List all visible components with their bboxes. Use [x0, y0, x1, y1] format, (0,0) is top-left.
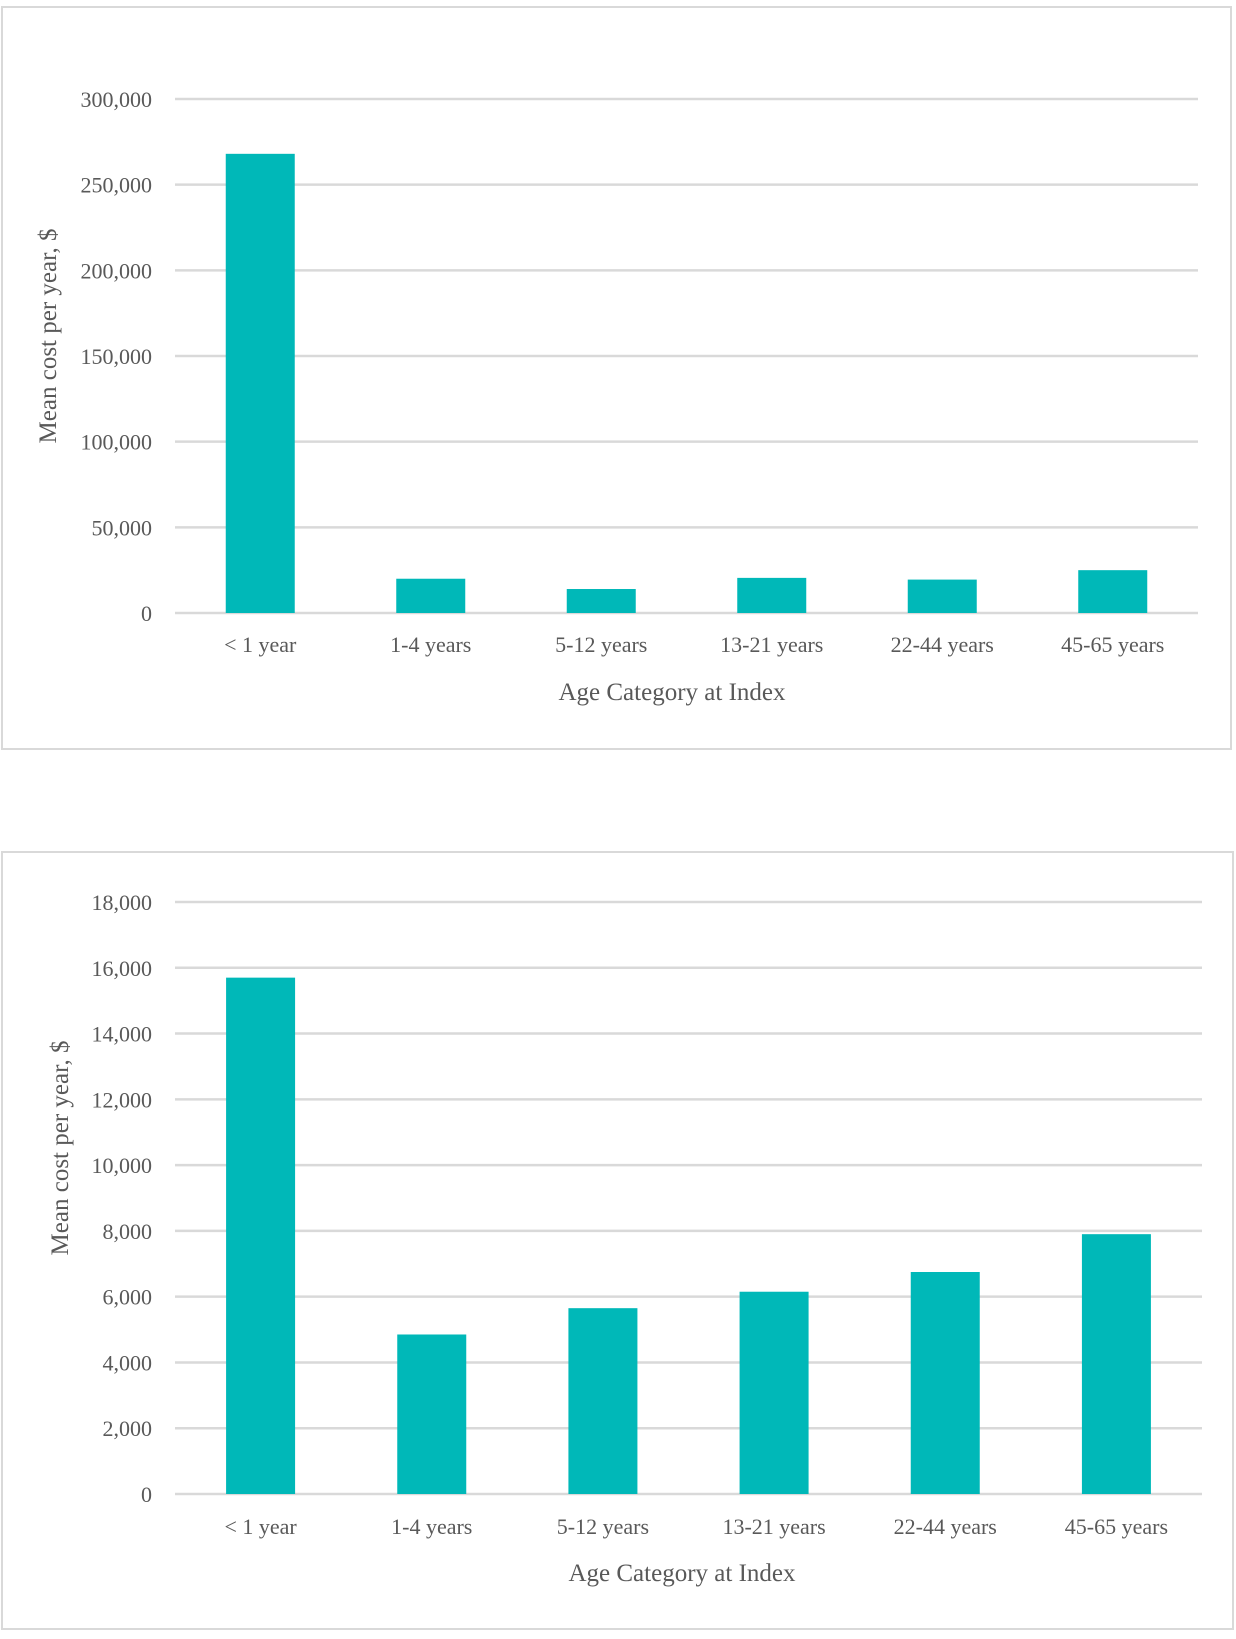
x-tick-label: 45-65 years — [1065, 1514, 1168, 1539]
x-tick-label: 5-12 years — [557, 1514, 649, 1539]
y-tick-label: 4,000 — [103, 1350, 153, 1375]
chart-border — [1, 6, 1232, 750]
bar — [910, 1272, 980, 1494]
x-tick-label: < 1 year — [224, 632, 297, 657]
chart-border — [1, 851, 1234, 1630]
bar — [396, 578, 466, 613]
bar — [739, 1291, 809, 1494]
y-tick-label: 8,000 — [103, 1219, 153, 1244]
bar-chart-bottom: 0 2,000 4,000 6,000 8,000 10,000 12,000 14,000 1… — [1, 851, 1234, 1630]
x-tick-label: 45-65 years — [1061, 632, 1164, 657]
y-tick-label: 2,000 — [103, 1416, 153, 1441]
y-tick-label: 10,000 — [92, 1153, 153, 1178]
y-axis-label: Mean cost per year, $ — [35, 229, 62, 444]
x-tick-label: 13-21 years — [722, 1514, 825, 1539]
y-tick-label: 150,000 — [81, 344, 153, 369]
bar — [737, 577, 807, 613]
x-tick-label: 1-4 years — [391, 1514, 472, 1539]
x-tick-label: 1-4 years — [390, 632, 471, 657]
x-tick-label: 22-44 years — [891, 632, 994, 657]
chart-panel-top: 0 50,000 100,000 150,000 200,000 250,000 300,0… — [0, 0, 1236, 752]
y-tick-label: 250,000 — [81, 173, 153, 198]
x-tick-label: < 1 year — [224, 1514, 297, 1539]
bar — [907, 579, 977, 613]
bar — [397, 1334, 467, 1494]
bar — [1078, 570, 1148, 613]
y-tick-label: 18,000 — [92, 890, 153, 915]
x-tick-label: 13-21 years — [720, 632, 823, 657]
x-tick-label: 5-12 years — [555, 632, 647, 657]
x-axis-label: Age Category at Index — [568, 1560, 796, 1587]
y-tick-label: 6,000 — [103, 1285, 153, 1310]
y-tick-label: 300,000 — [81, 87, 153, 112]
y-tick-label: 200,000 — [81, 258, 153, 283]
bar — [1081, 1234, 1151, 1494]
y-tick-label: 12,000 — [92, 1087, 153, 1112]
x-axis-label: Age Category at Index — [558, 679, 786, 706]
y-axis-label: Mean cost per year, $ — [47, 1041, 74, 1256]
bar-chart-top: 0 50,000 100,000 150,000 200,000 250,000 300,0… — [1, 6, 1232, 750]
bar — [568, 1308, 638, 1494]
chart-panel-bottom: 0 2,000 4,000 6,000 8,000 10,000 12,000 14,000 1… — [0, 848, 1236, 1634]
y-tick-label: 0 — [141, 1482, 152, 1507]
bar — [566, 589, 636, 613]
y-tick-label: 14,000 — [92, 1022, 153, 1047]
x-tick-label: 22-44 years — [894, 1514, 997, 1539]
y-tick-label: 0 — [141, 601, 152, 626]
y-tick-label: 16,000 — [92, 956, 153, 981]
bar — [226, 977, 296, 1494]
y-tick-label: 50,000 — [92, 515, 153, 540]
y-tick-label: 100,000 — [81, 430, 153, 455]
bar — [225, 153, 295, 613]
